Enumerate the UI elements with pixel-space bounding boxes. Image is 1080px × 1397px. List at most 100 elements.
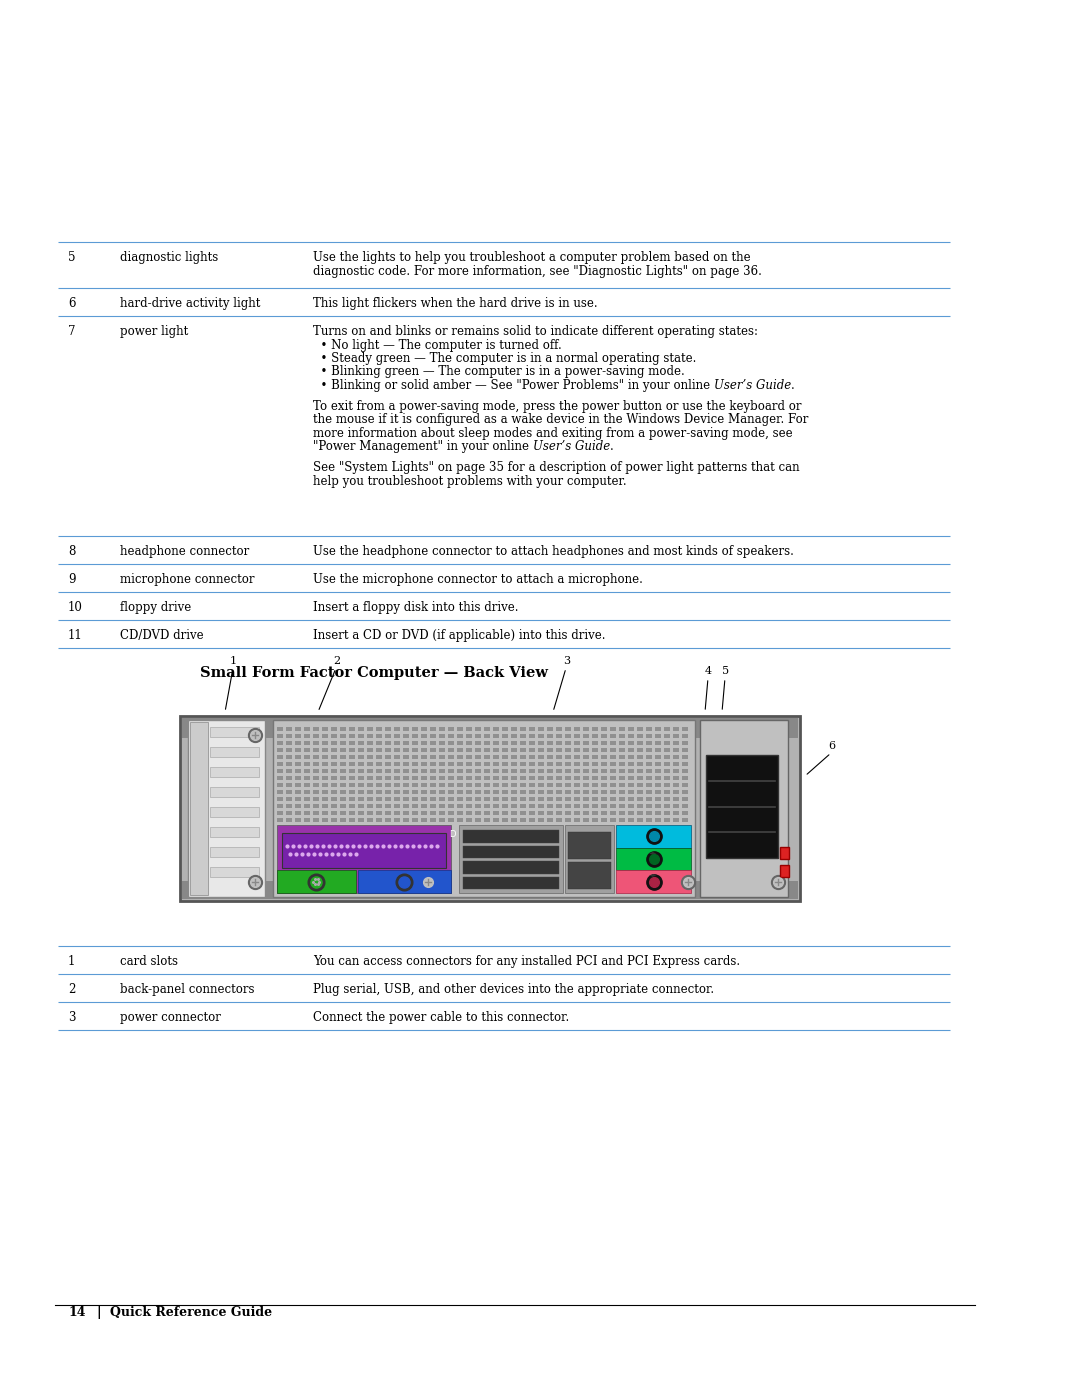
Bar bbox=[565, 726, 571, 731]
Bar bbox=[384, 754, 391, 759]
Bar bbox=[421, 775, 427, 780]
Bar bbox=[565, 789, 571, 793]
Bar bbox=[340, 733, 346, 738]
Text: the mouse if it is configured as a wake device in the Windows Device Manager. Fo: the mouse if it is configured as a wake … bbox=[313, 414, 808, 426]
Bar bbox=[565, 768, 571, 773]
Bar bbox=[600, 726, 607, 731]
Bar bbox=[384, 775, 391, 780]
Bar bbox=[430, 775, 436, 780]
Bar bbox=[340, 789, 346, 793]
Bar bbox=[573, 798, 580, 800]
Bar bbox=[492, 761, 499, 766]
Bar bbox=[330, 798, 337, 800]
Bar bbox=[484, 740, 490, 745]
Bar bbox=[448, 747, 454, 752]
Bar bbox=[465, 761, 472, 766]
FancyBboxPatch shape bbox=[190, 722, 208, 895]
Bar bbox=[438, 819, 445, 821]
Bar bbox=[637, 805, 643, 807]
Bar bbox=[384, 805, 391, 807]
Bar bbox=[384, 768, 391, 773]
Text: microphone connector: microphone connector bbox=[120, 573, 255, 585]
Bar bbox=[438, 754, 445, 759]
Bar bbox=[511, 775, 517, 780]
Bar bbox=[403, 812, 409, 814]
Bar bbox=[556, 740, 562, 745]
FancyBboxPatch shape bbox=[459, 826, 563, 893]
Bar bbox=[519, 782, 526, 787]
Bar bbox=[475, 805, 481, 807]
Bar bbox=[384, 740, 391, 745]
Bar bbox=[610, 782, 616, 787]
Bar bbox=[465, 768, 472, 773]
Bar bbox=[492, 789, 499, 793]
Bar bbox=[403, 754, 409, 759]
Bar bbox=[681, 726, 688, 731]
Text: 9: 9 bbox=[68, 573, 76, 585]
FancyBboxPatch shape bbox=[568, 833, 611, 859]
Bar bbox=[457, 798, 463, 800]
Bar bbox=[286, 754, 292, 759]
Bar bbox=[619, 747, 625, 752]
Bar bbox=[565, 747, 571, 752]
Bar bbox=[492, 805, 499, 807]
Bar bbox=[546, 798, 553, 800]
Bar bbox=[637, 789, 643, 793]
Bar bbox=[673, 819, 679, 821]
Bar bbox=[556, 754, 562, 759]
Bar bbox=[583, 740, 589, 745]
Bar bbox=[529, 768, 535, 773]
Bar bbox=[511, 740, 517, 745]
Bar bbox=[357, 819, 364, 821]
Bar bbox=[637, 754, 643, 759]
Text: 1: 1 bbox=[68, 956, 76, 968]
Bar bbox=[349, 775, 355, 780]
Bar bbox=[322, 812, 328, 814]
Bar bbox=[654, 775, 661, 780]
Bar bbox=[286, 775, 292, 780]
Bar bbox=[403, 740, 409, 745]
FancyBboxPatch shape bbox=[210, 767, 259, 777]
Text: 3: 3 bbox=[68, 1011, 76, 1024]
Bar bbox=[627, 726, 634, 731]
Text: • Blinking or solid amber — See "Power Problems" in your online: • Blinking or solid amber — See "Power P… bbox=[313, 379, 714, 393]
Bar bbox=[556, 812, 562, 814]
Bar bbox=[600, 768, 607, 773]
Bar bbox=[286, 768, 292, 773]
Bar bbox=[619, 733, 625, 738]
Bar bbox=[484, 805, 490, 807]
Bar bbox=[322, 805, 328, 807]
Bar bbox=[573, 768, 580, 773]
Bar bbox=[303, 812, 310, 814]
Bar bbox=[357, 754, 364, 759]
Bar bbox=[295, 782, 301, 787]
Text: User’s Guide: User’s Guide bbox=[714, 379, 792, 393]
Bar bbox=[529, 733, 535, 738]
Bar bbox=[556, 775, 562, 780]
Bar bbox=[529, 782, 535, 787]
Bar bbox=[340, 775, 346, 780]
Bar bbox=[583, 761, 589, 766]
Bar bbox=[465, 798, 472, 800]
Bar bbox=[538, 775, 544, 780]
Bar bbox=[286, 761, 292, 766]
Bar bbox=[367, 761, 373, 766]
Bar bbox=[502, 740, 508, 745]
Bar bbox=[519, 754, 526, 759]
Bar bbox=[681, 761, 688, 766]
Bar bbox=[286, 789, 292, 793]
Bar bbox=[646, 768, 652, 773]
Bar bbox=[619, 819, 625, 821]
Bar bbox=[546, 726, 553, 731]
Bar bbox=[583, 789, 589, 793]
Bar bbox=[519, 761, 526, 766]
Bar bbox=[627, 733, 634, 738]
Text: |: | bbox=[96, 1306, 100, 1319]
Bar bbox=[367, 789, 373, 793]
Bar bbox=[430, 740, 436, 745]
Bar bbox=[600, 798, 607, 800]
Bar bbox=[619, 726, 625, 731]
Bar bbox=[627, 819, 634, 821]
Bar bbox=[421, 747, 427, 752]
Bar bbox=[465, 782, 472, 787]
